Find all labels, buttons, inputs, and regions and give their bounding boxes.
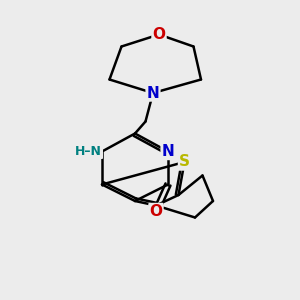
- Text: O: O: [152, 27, 166, 42]
- Text: N: N: [147, 85, 159, 100]
- Text: N: N: [162, 144, 174, 159]
- Text: S: S: [179, 154, 190, 169]
- Text: O: O: [149, 204, 163, 219]
- Text: H–N: H–N: [75, 145, 102, 158]
